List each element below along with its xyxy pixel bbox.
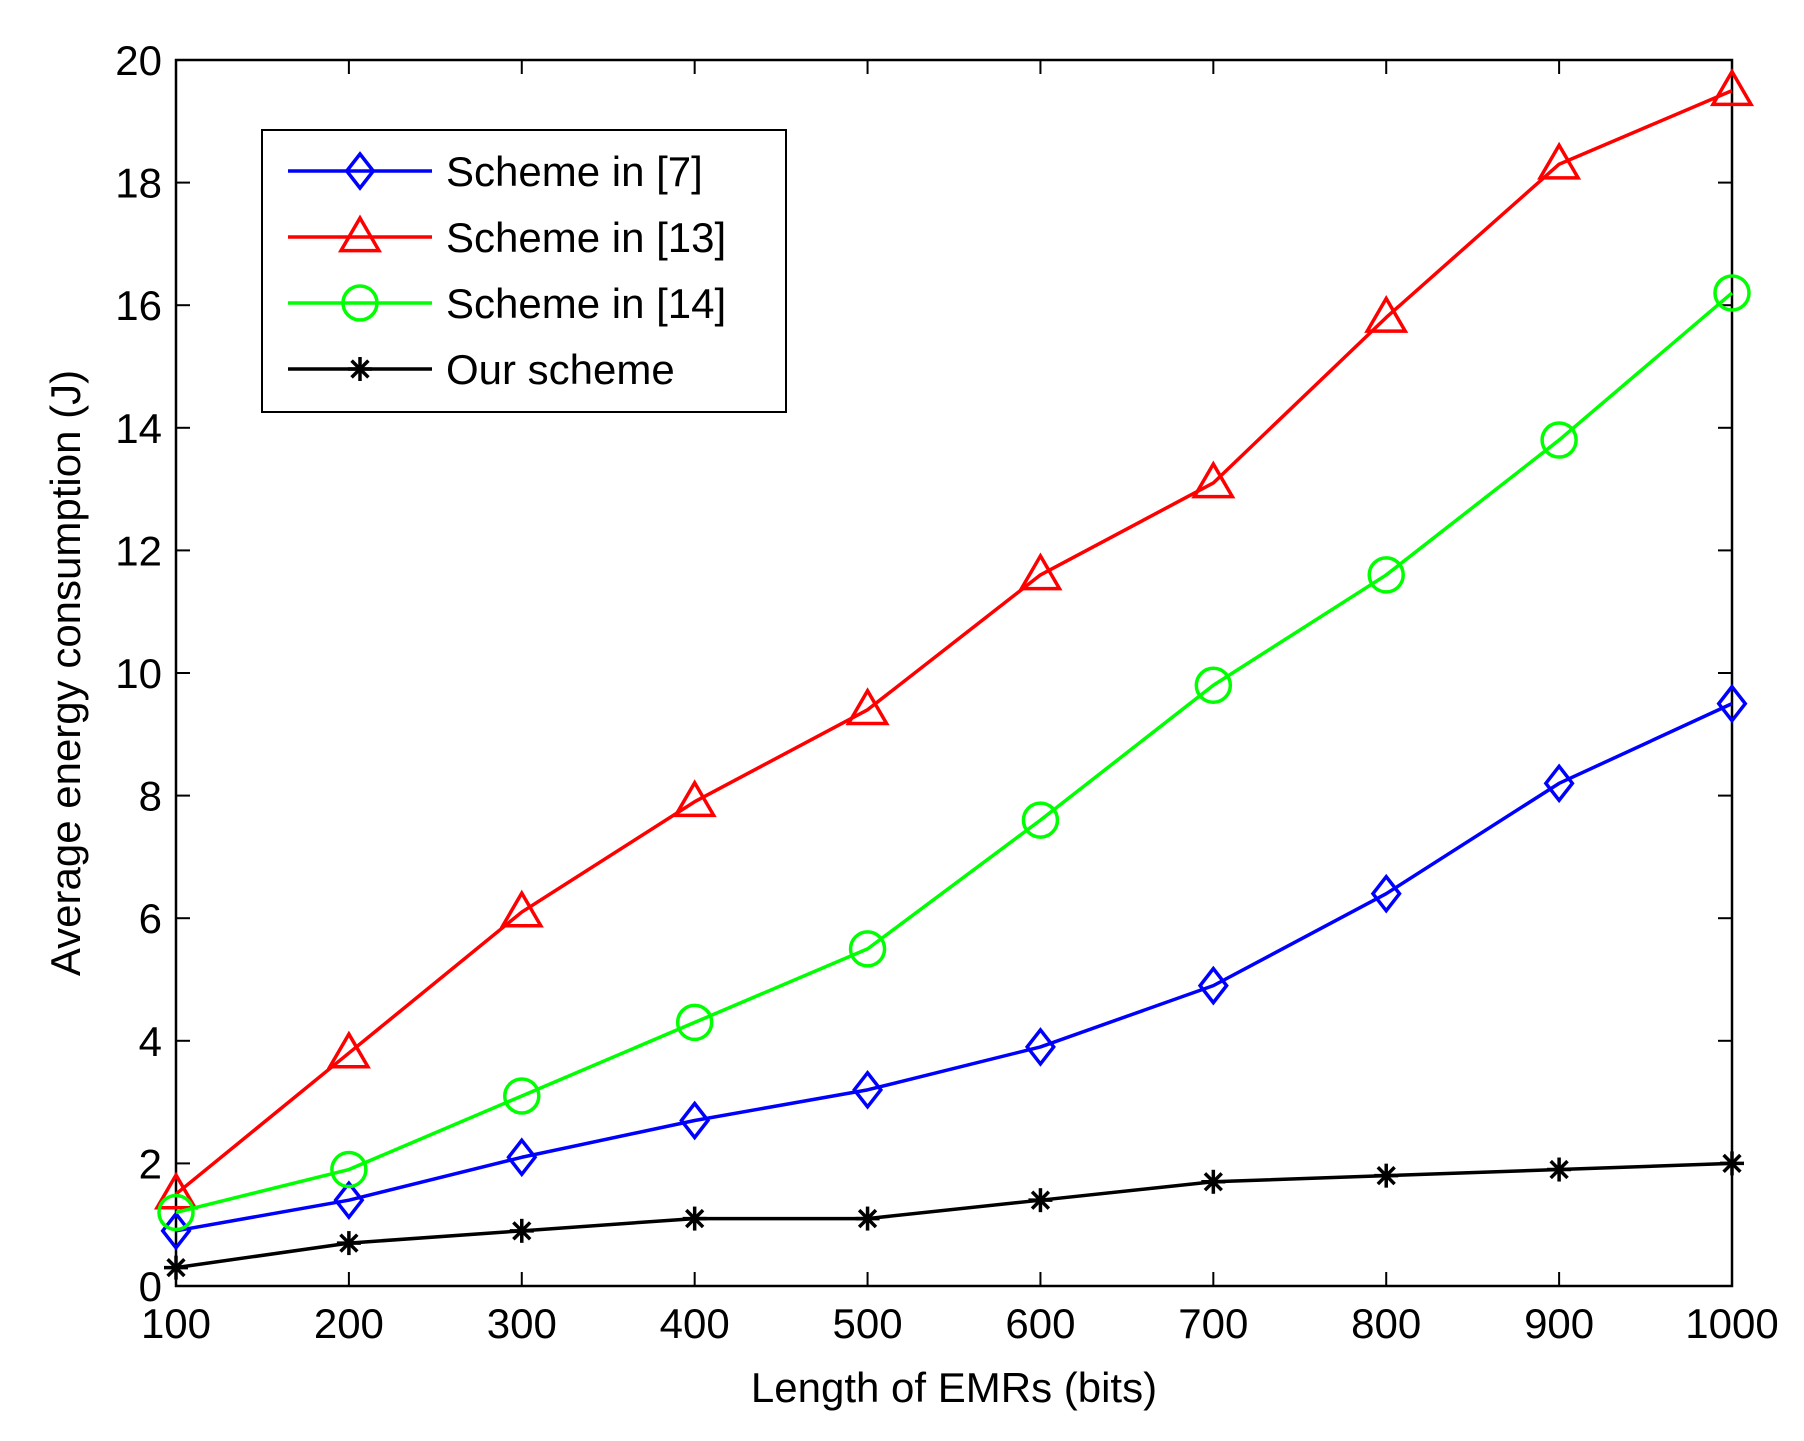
data-point [503,1077,541,1115]
legend-label: Scheme in [13] [446,214,726,261]
y-tick-label: 20 [115,37,162,84]
y-tick-label: 4 [139,1018,162,1065]
data-point [164,1255,188,1280]
data-point [1720,1151,1744,1176]
data-point [509,1218,534,1243]
series-2 [157,274,1751,1232]
y-tick-label: 0 [139,1263,162,1310]
legend-item-1: Scheme in [13] [288,214,726,261]
data-point [326,1030,371,1069]
y-tick-label: 12 [115,527,162,574]
data-point [1713,274,1751,312]
x-tick-label: 200 [314,1300,384,1347]
legend-marker [348,357,372,381]
x-tick-label: 1000 [1685,1300,1778,1347]
data-point [1540,421,1578,459]
data-point [333,1180,365,1221]
data-point [679,1100,711,1141]
y-tick-label: 6 [139,895,162,942]
data-point [506,1137,538,1178]
data-point [1370,873,1402,914]
series-1 [153,68,1755,1210]
data-point [1194,666,1233,705]
x-tick-label: 400 [660,1300,730,1347]
legend-marker [337,214,383,253]
data-point [1201,1169,1226,1194]
x-tick-label: 900 [1524,1300,1594,1347]
data-point [675,1003,714,1042]
data-point [1374,1163,1399,1188]
data-point [1197,965,1229,1006]
x-tick-label: 300 [487,1300,557,1347]
data-point [845,687,890,726]
legend-label: Our scheme [446,346,675,393]
x-tick-label: 500 [833,1300,903,1347]
x-tick-label: 100 [141,1300,211,1347]
data-point [1537,141,1582,180]
y-tick-label: 16 [115,282,162,329]
data-point [1547,1157,1572,1182]
x-tick-label: 600 [1005,1300,1075,1347]
axis-ticks: 100 200 300 400 500 600 700 800 900 1000 0 2 4 6 8 10 12… [115,37,1778,1347]
legend-item-0: Scheme in [7] [288,148,703,195]
y-tick-label: 2 [139,1140,162,1187]
legend-item-2: Scheme in [14] [288,280,726,327]
data-point [330,1150,368,1189]
legend-label: Scheme in [14] [446,280,726,327]
series-line [175,291,1734,1215]
legend-item-3: Our scheme [288,346,675,393]
series-line [175,702,1733,1233]
y-tick-label: 14 [115,405,162,452]
data-point [336,1231,361,1256]
data-point [848,930,887,968]
data-point [153,1171,199,1210]
data-point [672,779,717,818]
y-axis-title: Average energy consumption (J) [42,370,89,976]
legend-marker [344,151,376,191]
data-point [1716,683,1748,724]
data-point [855,1206,880,1231]
data-point [1021,801,1060,839]
x-tick-label: 700 [1178,1300,1248,1347]
legend-label: Scheme in [7] [446,148,703,195]
x-tick-label: 800 [1351,1300,1421,1347]
data-point [1543,763,1575,804]
data-point [1024,1027,1056,1067]
data-point [1018,552,1063,591]
x-axis-title: Length of EMRs (bits) [751,1364,1157,1411]
y-tick-label: 18 [115,160,162,207]
legend-marker [341,284,379,322]
y-tick-label: 10 [115,650,162,697]
legend: Scheme in [7] Scheme in [13] Scheme in [14… [261,129,787,413]
series-line [175,1161,1733,1270]
data-point [1367,556,1405,594]
data-point [852,1069,884,1110]
series-line [174,89,1733,1196]
data-point [1364,294,1409,333]
data-point [157,1193,195,1232]
y-tick-label: 8 [139,773,162,820]
data-point [499,889,544,928]
series-layer [153,68,1755,1280]
data-point [1709,68,1755,107]
data-point [1028,1188,1053,1213]
series-3 [164,1151,1744,1280]
data-point [682,1206,707,1231]
data-point [1191,460,1236,499]
